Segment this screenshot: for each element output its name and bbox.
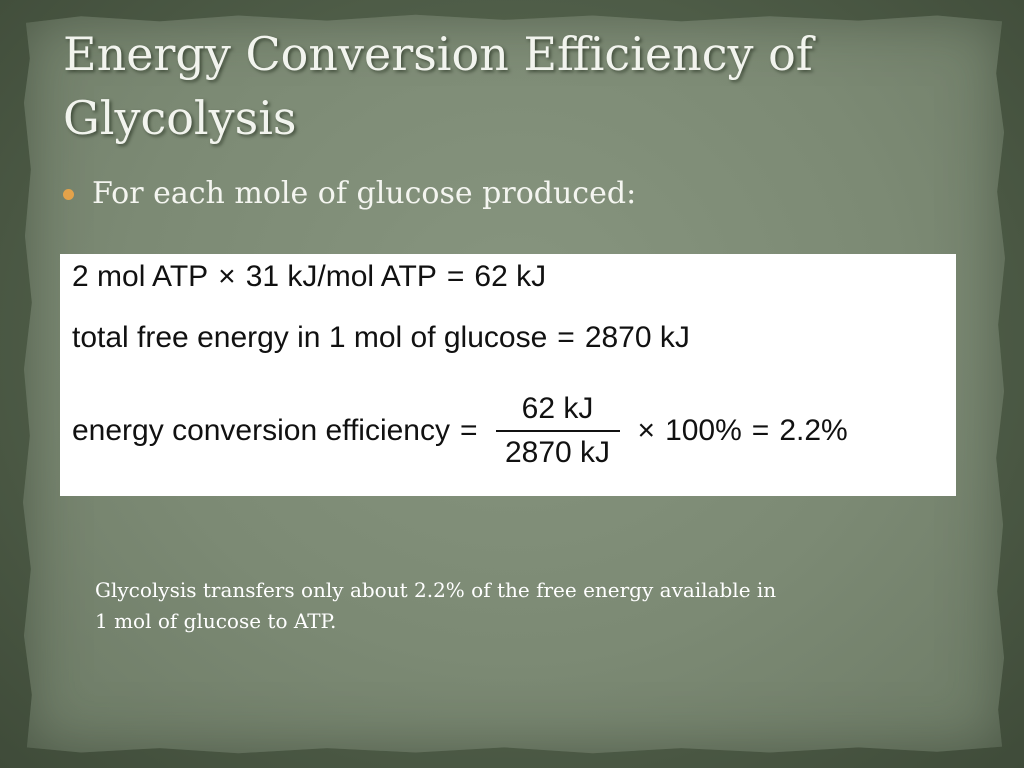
eq3-factor: 100% <box>665 414 742 447</box>
title-line-2: Glycolysis <box>63 91 297 145</box>
eq1-equals: = <box>446 260 465 293</box>
caption-line-1: Glycolysis transfers only about 2.2% of … <box>95 578 777 602</box>
bullet-text: For each mole of glucose produced: <box>92 176 637 211</box>
bullet-dot-icon <box>63 189 74 200</box>
eq1-rhs: 62 kJ <box>474 260 547 293</box>
eq2-equals: = <box>557 321 575 354</box>
equation-efficiency: energy conversion efficiency = 62 kJ 287… <box>72 392 848 470</box>
eq3-lhs: energy conversion efficiency <box>72 414 450 447</box>
caption-line-2: 1 mol of glucose to ATP. <box>95 609 337 633</box>
equation-atp-energy: 2 mol ATP × 31 kJ/mol ATP = 62 kJ <box>72 260 546 294</box>
slide-title: Energy Conversion Efficiency of Glycolys… <box>63 22 923 150</box>
title-line-1: Energy Conversion Efficiency of <box>63 27 813 81</box>
eq2-lhs: total free energy in 1 mol of glucose <box>72 321 548 354</box>
eq3-equals: = <box>460 414 478 447</box>
efficiency-fraction: 62 kJ 2870 kJ <box>495 392 620 470</box>
eq3-times: × <box>637 414 656 447</box>
eq2-rhs: 2870 kJ <box>584 321 690 354</box>
fraction-numerator: 62 kJ <box>521 392 594 425</box>
fraction-denominator: 2870 kJ <box>504 436 611 469</box>
eq1-times: × <box>218 260 236 293</box>
equation-image: 2 mol ATP × 31 kJ/mol ATP = 62 kJ total free… <box>60 254 956 496</box>
fraction-bar <box>495 430 620 432</box>
eq1-mid: 31 kJ/mol ATP <box>245 260 437 293</box>
eq1-lhs: 2 mol ATP <box>72 260 209 293</box>
caption-text: Glycolysis transfers only about 2.2% of … <box>95 575 835 637</box>
eq3-result: 2.2% <box>779 414 848 447</box>
bullet-item: For each mole of glucose produced: <box>63 176 636 211</box>
equation-glucose-energy: total free energy in 1 mol of glucose = 28… <box>72 321 690 355</box>
eq3-equals-2: = <box>751 414 770 447</box>
